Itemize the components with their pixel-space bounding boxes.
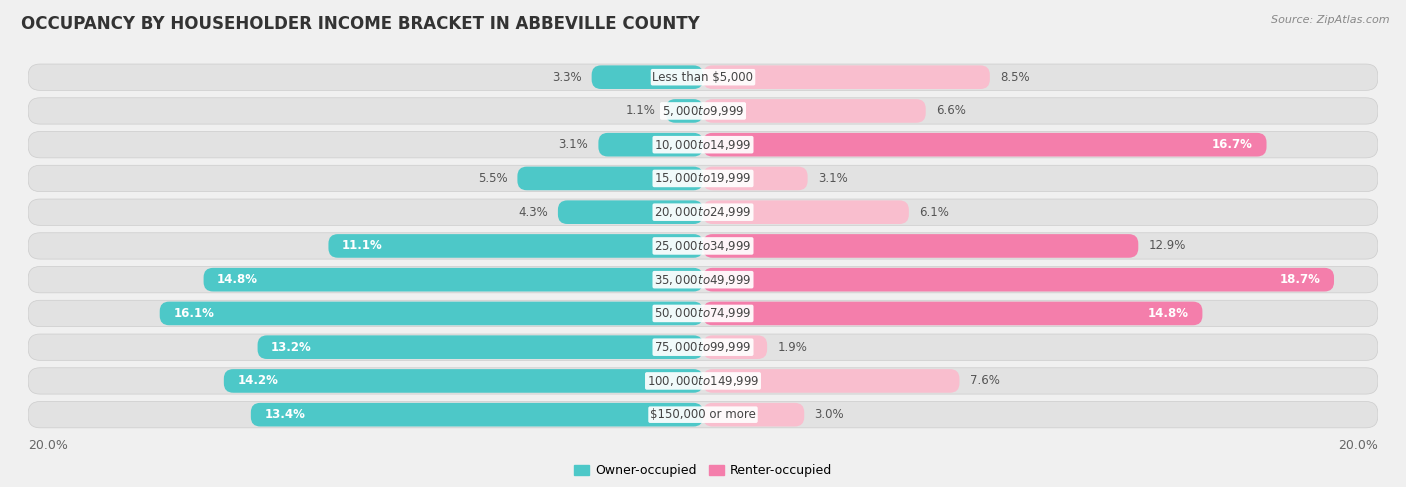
Text: 20.0%: 20.0% <box>28 439 67 452</box>
Text: $150,000 or more: $150,000 or more <box>650 408 756 421</box>
FancyBboxPatch shape <box>703 234 1139 258</box>
Text: $75,000 to $99,999: $75,000 to $99,999 <box>654 340 752 354</box>
Text: 12.9%: 12.9% <box>1149 240 1185 252</box>
Text: $50,000 to $74,999: $50,000 to $74,999 <box>654 306 752 320</box>
FancyBboxPatch shape <box>558 200 703 224</box>
FancyBboxPatch shape <box>703 301 1202 325</box>
FancyBboxPatch shape <box>28 131 1378 158</box>
FancyBboxPatch shape <box>599 133 703 156</box>
Text: 1.9%: 1.9% <box>778 341 807 354</box>
Text: 20.0%: 20.0% <box>1339 439 1378 452</box>
Text: 14.8%: 14.8% <box>217 273 259 286</box>
Text: 6.6%: 6.6% <box>936 104 966 117</box>
FancyBboxPatch shape <box>28 199 1378 225</box>
Text: Source: ZipAtlas.com: Source: ZipAtlas.com <box>1271 15 1389 25</box>
Text: $35,000 to $49,999: $35,000 to $49,999 <box>654 273 752 287</box>
FancyBboxPatch shape <box>703 200 908 224</box>
FancyBboxPatch shape <box>160 301 703 325</box>
Text: OCCUPANCY BY HOUSEHOLDER INCOME BRACKET IN ABBEVILLE COUNTY: OCCUPANCY BY HOUSEHOLDER INCOME BRACKET … <box>21 15 700 33</box>
FancyBboxPatch shape <box>204 268 703 292</box>
Text: $5,000 to $9,999: $5,000 to $9,999 <box>662 104 744 118</box>
FancyBboxPatch shape <box>703 403 804 427</box>
Text: 8.5%: 8.5% <box>1000 71 1029 84</box>
Text: 3.0%: 3.0% <box>814 408 844 421</box>
Text: $20,000 to $24,999: $20,000 to $24,999 <box>654 205 752 219</box>
Text: 16.1%: 16.1% <box>173 307 214 320</box>
FancyBboxPatch shape <box>666 99 703 123</box>
FancyBboxPatch shape <box>703 336 768 359</box>
FancyBboxPatch shape <box>224 369 703 393</box>
FancyBboxPatch shape <box>703 369 959 393</box>
FancyBboxPatch shape <box>517 167 703 190</box>
Text: 18.7%: 18.7% <box>1279 273 1320 286</box>
Text: 5.5%: 5.5% <box>478 172 508 185</box>
Text: 1.1%: 1.1% <box>626 104 655 117</box>
FancyBboxPatch shape <box>257 336 703 359</box>
FancyBboxPatch shape <box>28 266 1378 293</box>
FancyBboxPatch shape <box>28 401 1378 428</box>
Text: 14.2%: 14.2% <box>238 375 278 388</box>
Legend: Owner-occupied, Renter-occupied: Owner-occupied, Renter-occupied <box>568 459 838 482</box>
FancyBboxPatch shape <box>703 133 1267 156</box>
FancyBboxPatch shape <box>703 99 925 123</box>
Text: 14.8%: 14.8% <box>1147 307 1189 320</box>
Text: $10,000 to $14,999: $10,000 to $14,999 <box>654 138 752 151</box>
Text: $100,000 to $149,999: $100,000 to $149,999 <box>647 374 759 388</box>
FancyBboxPatch shape <box>592 65 703 89</box>
Text: 13.4%: 13.4% <box>264 408 305 421</box>
FancyBboxPatch shape <box>703 268 1334 292</box>
Text: 3.1%: 3.1% <box>818 172 848 185</box>
Text: 4.3%: 4.3% <box>517 206 548 219</box>
FancyBboxPatch shape <box>28 98 1378 124</box>
Text: 13.2%: 13.2% <box>271 341 312 354</box>
Text: 3.1%: 3.1% <box>558 138 588 151</box>
Text: $25,000 to $34,999: $25,000 to $34,999 <box>654 239 752 253</box>
FancyBboxPatch shape <box>28 165 1378 191</box>
Text: 11.1%: 11.1% <box>342 240 382 252</box>
Text: 7.6%: 7.6% <box>970 375 1000 388</box>
FancyBboxPatch shape <box>329 234 703 258</box>
Text: 6.1%: 6.1% <box>920 206 949 219</box>
Text: $15,000 to $19,999: $15,000 to $19,999 <box>654 171 752 186</box>
FancyBboxPatch shape <box>28 334 1378 360</box>
FancyBboxPatch shape <box>703 167 807 190</box>
FancyBboxPatch shape <box>28 300 1378 327</box>
FancyBboxPatch shape <box>28 233 1378 259</box>
FancyBboxPatch shape <box>703 65 990 89</box>
Text: 3.3%: 3.3% <box>553 71 582 84</box>
FancyBboxPatch shape <box>28 64 1378 91</box>
Text: 16.7%: 16.7% <box>1212 138 1253 151</box>
FancyBboxPatch shape <box>28 368 1378 394</box>
Text: Less than $5,000: Less than $5,000 <box>652 71 754 84</box>
FancyBboxPatch shape <box>250 403 703 427</box>
